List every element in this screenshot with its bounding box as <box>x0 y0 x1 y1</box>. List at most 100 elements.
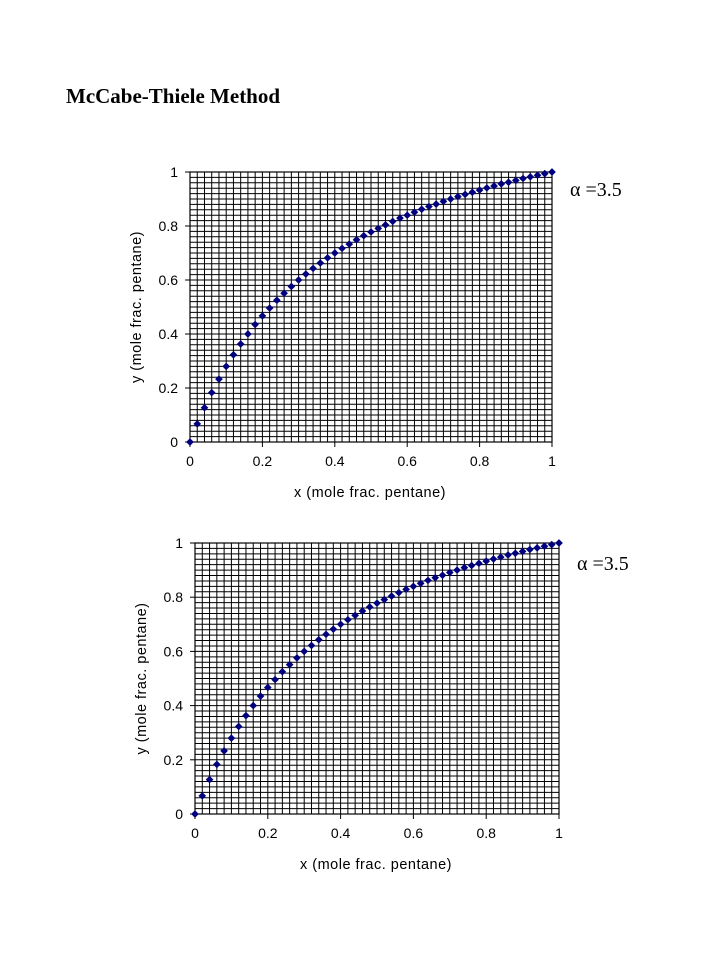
data-point <box>511 176 520 185</box>
data-point <box>329 625 338 634</box>
grid <box>190 172 552 442</box>
data-point <box>271 675 279 684</box>
data-point <box>489 555 498 563</box>
data-point <box>548 168 556 176</box>
alpha-annotation: α =3.5 <box>570 179 622 201</box>
data-point <box>409 582 418 591</box>
data-point <box>249 701 258 710</box>
plot-area-border <box>189 171 553 443</box>
data-point <box>200 403 209 412</box>
data-point <box>416 579 425 588</box>
data-point <box>294 276 303 284</box>
data-point <box>439 197 448 206</box>
data-point <box>314 635 323 644</box>
data-point <box>336 620 345 629</box>
data-point <box>323 254 332 262</box>
data-point <box>307 641 316 650</box>
data-point <box>273 296 281 305</box>
data-point <box>526 173 535 181</box>
data-point <box>461 190 469 199</box>
data-point <box>351 611 359 620</box>
data-point <box>425 202 433 211</box>
data-point <box>222 362 231 371</box>
data-point <box>365 603 374 611</box>
x-tick-label: 1 <box>555 825 563 841</box>
data-point <box>359 231 368 240</box>
y-tick-label: 0.4 <box>164 698 184 714</box>
data-point <box>533 171 542 180</box>
data-point <box>263 683 272 692</box>
data-point <box>300 647 309 656</box>
x-tick-label: 0.2 <box>253 453 273 469</box>
series-points <box>186 168 556 446</box>
data-point <box>186 438 194 446</box>
data-point <box>293 654 301 662</box>
data-point <box>352 235 361 244</box>
data-point <box>220 747 228 755</box>
data-point <box>280 289 288 298</box>
data-point <box>402 585 410 594</box>
data-point <box>540 169 549 178</box>
data-point <box>540 542 549 551</box>
data-point <box>251 320 259 329</box>
x-tick-label: 0 <box>191 825 199 841</box>
data-point <box>193 420 202 428</box>
data-point <box>302 270 310 278</box>
data-point <box>445 568 454 577</box>
data-point <box>483 184 491 192</box>
data-point <box>207 388 216 397</box>
data-point <box>533 544 541 552</box>
data-point <box>497 180 506 188</box>
data-point <box>256 692 265 700</box>
data-point <box>454 192 462 201</box>
x-axis-title: x (mole frac. pentane) <box>294 485 446 501</box>
data-point <box>410 208 419 217</box>
x-tick-label: 0.2 <box>258 825 278 841</box>
data-point <box>338 244 346 253</box>
data-point <box>453 566 461 574</box>
vle-chart-2: 0 0.2 0.4 0.6 0.8 1 0 0.2 0.4 0.6 0.8 1 x (mole frac… <box>134 535 629 873</box>
data-point <box>475 186 484 194</box>
x-axis-title: x (mole frac. pentane) <box>300 857 452 873</box>
data-point <box>475 559 483 568</box>
data-point <box>287 282 296 291</box>
series-points <box>191 539 563 818</box>
data-point <box>309 264 317 273</box>
y-tick-label: 1 <box>170 164 178 180</box>
data-point <box>367 228 375 236</box>
data-point <box>504 551 512 559</box>
data-point <box>460 563 469 572</box>
data-point <box>229 350 238 359</box>
data-point <box>380 595 389 604</box>
data-point <box>358 607 367 615</box>
data-point <box>438 571 447 580</box>
data-point <box>395 588 403 597</box>
data-point <box>374 224 383 233</box>
data-point <box>547 540 556 549</box>
data-point <box>431 573 440 582</box>
data-point <box>446 195 455 203</box>
data-point <box>373 599 381 607</box>
page-title: McCabe-Thiele Method <box>66 84 281 108</box>
x-tick-label: 0.6 <box>404 825 424 841</box>
vle-chart-1: 0 0.2 0.4 0.6 0.8 1 0 0.2 0.4 0.6 0.8 1 x (mole frac… <box>129 164 622 501</box>
data-point <box>234 722 243 731</box>
data-point <box>482 557 491 565</box>
y-tick-label: 0.2 <box>159 380 179 396</box>
data-point <box>432 200 440 208</box>
data-point <box>518 547 527 556</box>
y-tick-label: 0.6 <box>159 272 179 288</box>
data-point <box>526 545 534 554</box>
data-point <box>468 188 477 197</box>
data-point <box>227 734 236 742</box>
data-point <box>330 249 339 257</box>
data-point <box>490 182 498 190</box>
data-point <box>198 792 207 800</box>
data-point <box>244 330 252 338</box>
data-point <box>258 312 267 320</box>
data-point <box>191 810 199 818</box>
data-point <box>496 553 505 561</box>
data-point <box>285 660 294 669</box>
data-point <box>316 259 325 267</box>
data-point <box>467 561 476 570</box>
